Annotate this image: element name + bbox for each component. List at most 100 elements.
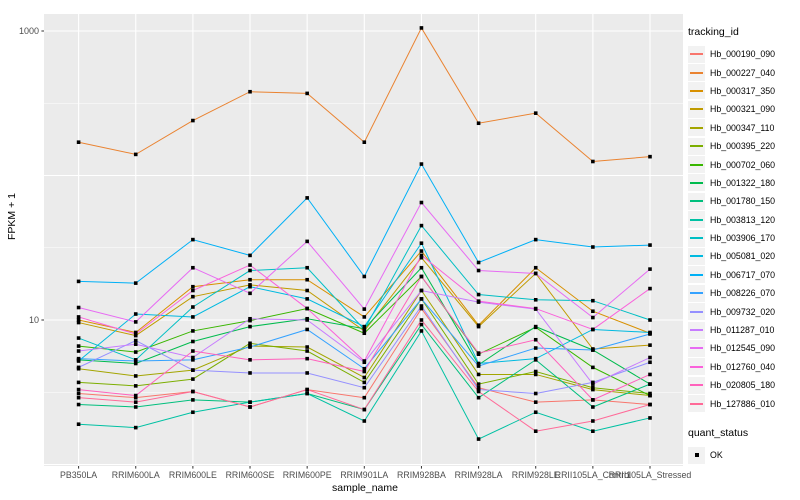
data-point: [591, 315, 595, 320]
data-point: [476, 364, 481, 368]
legend-title-quant-status: quant_status: [688, 426, 749, 439]
data-point: [191, 377, 195, 381]
data-point: [76, 365, 81, 370]
legend-key-line-icon: [688, 64, 705, 82]
data-point: [305, 196, 309, 200]
data-point: [533, 111, 538, 115]
legend-label: Hb_000190_090: [710, 49, 776, 60]
data-point: [133, 332, 138, 336]
x-tick-label: RRIM901LA: [340, 470, 388, 480]
data-point: [191, 355, 195, 360]
y-tick-label: 10: [29, 315, 39, 325]
data-point: [76, 359, 81, 363]
data-point: [419, 200, 424, 205]
data-point: [419, 274, 424, 279]
data-point: [362, 307, 367, 311]
data-point: [533, 297, 538, 302]
data-point: [305, 265, 309, 270]
plot-panel: [44, 14, 683, 466]
data-point: [76, 315, 81, 319]
legend-entry-Hb_001322_180: Hb_001322_180: [688, 174, 800, 192]
data-point: [248, 318, 252, 323]
data-point: [76, 422, 81, 427]
data-point: [76, 336, 81, 340]
data-point: [248, 324, 252, 329]
data-point: [76, 140, 81, 145]
data-point: [362, 395, 367, 400]
data-point: [533, 265, 538, 270]
data-point: [191, 358, 195, 362]
data-point: [133, 395, 138, 400]
data-point: [362, 380, 367, 385]
data-point: [419, 26, 424, 30]
data-point: [133, 350, 138, 354]
data-point: [76, 402, 81, 407]
data-point: [591, 405, 595, 409]
data-point: [305, 91, 309, 96]
data-point: [419, 318, 424, 322]
data-point: [476, 389, 481, 394]
data-point: [133, 374, 138, 378]
legend-key-line-icon: [688, 339, 705, 357]
data-point: [191, 329, 195, 333]
data-point: [362, 419, 367, 423]
data-point: [533, 391, 538, 396]
legend-entry-Hb_008226_070: Hb_008226_070: [688, 284, 800, 302]
data-point: [476, 292, 481, 297]
data-point: [191, 305, 195, 309]
data-point: [248, 358, 252, 362]
legend-label: Hb_020805_180: [710, 380, 776, 391]
data-point: [248, 277, 252, 282]
data-point: [419, 241, 424, 246]
data-point: [248, 405, 252, 409]
data-point: [591, 387, 595, 392]
data-point: [476, 324, 481, 329]
data-point: [133, 312, 138, 316]
data-point: [305, 327, 309, 332]
data-point: [305, 356, 309, 361]
x-tick-label: PB350LA: [60, 470, 97, 480]
data-point: [362, 369, 367, 374]
data-point: [133, 281, 138, 285]
y-axis-title: FPKM + 1: [6, 193, 18, 240]
data-point: [591, 309, 595, 314]
data-point: [419, 329, 424, 333]
legend-entry-Hb_000317_350: Hb_000317_350: [688, 82, 800, 100]
legend-entry-Hb_003906_170: Hb_003906_170: [688, 229, 800, 247]
data-point: [76, 279, 81, 284]
x-tick-label: RRII105LA_Control: [555, 470, 631, 480]
data-point: [591, 398, 595, 402]
legend-entry-Hb_020805_180: Hb_020805_180: [688, 376, 800, 394]
data-point: [648, 332, 652, 336]
data-point: [476, 387, 481, 392]
data-point: [648, 416, 652, 420]
legend-label: Hb_001322_180: [710, 177, 776, 188]
data-point: [648, 393, 652, 398]
data-point: [476, 395, 481, 400]
data-point: [533, 237, 538, 242]
data-point: [133, 320, 138, 324]
legend-label: Hb_011287_010: [710, 325, 775, 336]
data-point: [362, 324, 367, 329]
data-point: [419, 306, 424, 311]
legend-label: Hb_012545_090: [710, 343, 776, 354]
data-point: [191, 118, 195, 123]
data-point: [191, 294, 195, 299]
data-point: [305, 345, 309, 349]
data-point: [591, 245, 595, 249]
x-tick-label: RRIM928LA: [455, 470, 503, 480]
legend-entry-Hb_000702_060: Hb_000702_060: [688, 155, 800, 174]
legend-key-line-icon: [688, 137, 705, 155]
data-point: [305, 306, 309, 311]
data-point: [248, 284, 252, 289]
data-point: [191, 339, 195, 344]
data-point: [248, 263, 252, 267]
data-point: [248, 89, 252, 94]
legend-key-line-icon: [688, 266, 705, 284]
data-point: [362, 274, 367, 279]
legend-entry-Hb_011287_010: Hb_011287_010: [688, 321, 800, 339]
legend-key-line-icon: [688, 45, 705, 63]
data-point: [533, 372, 538, 377]
data-point: [248, 371, 252, 375]
data-point: [419, 253, 424, 258]
